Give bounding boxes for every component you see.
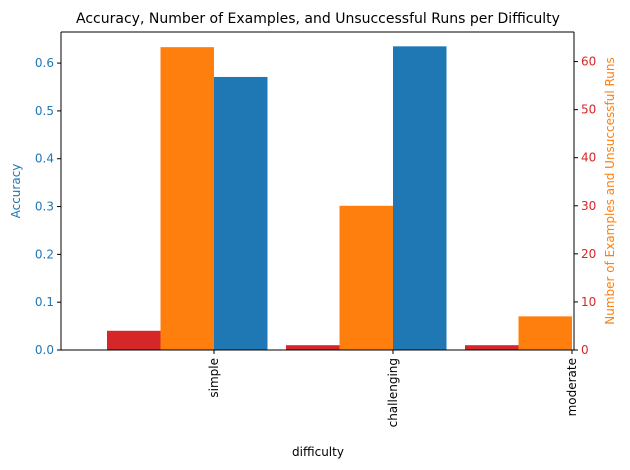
bar-simple-series-1 bbox=[160, 47, 214, 350]
right-tick-label: 60 bbox=[581, 55, 596, 69]
bar-simple-series-2 bbox=[107, 330, 161, 350]
right-axis-ticks: 0 10 20 30 40 50 60 bbox=[574, 55, 596, 357]
bars-group bbox=[107, 46, 572, 350]
right-tick-label: 0 bbox=[581, 343, 589, 357]
right-tick-label: 50 bbox=[581, 103, 596, 117]
left-tick-label: 0.1 bbox=[35, 295, 54, 309]
bar-moderate-series-1 bbox=[518, 316, 572, 350]
right-tick-label: 40 bbox=[581, 151, 596, 165]
bar-simple-series-0 bbox=[214, 76, 268, 350]
left-axis-ticks: 0.0 0.1 0.2 0.3 0.4 0.5 0.6 bbox=[35, 56, 61, 357]
left-tick-label: 0.0 bbox=[35, 343, 54, 357]
left-tick-label: 0.2 bbox=[35, 247, 54, 261]
left-tick-label: 0.5 bbox=[35, 104, 54, 118]
chart-title: Accuracy, Number of Examples, and Unsucc… bbox=[76, 11, 560, 27]
left-tick-label: 0.3 bbox=[35, 200, 54, 214]
axes-group bbox=[60, 31, 575, 351]
left-tick-label: 0.4 bbox=[35, 152, 54, 166]
x-axis-ticks: simple challenging moderate bbox=[207, 350, 579, 427]
left-axis-label: Accuracy bbox=[9, 164, 23, 219]
right-axis-label: Number of Examples and Unsuccessful Runs bbox=[603, 57, 617, 325]
bar-challenging-series-1 bbox=[339, 205, 393, 350]
right-tick-label: 30 bbox=[581, 199, 596, 213]
x-tick-label-challenging: challenging bbox=[386, 358, 400, 427]
x-axis-label: difficulty bbox=[292, 445, 344, 459]
bar-challenging-series-2 bbox=[286, 345, 340, 350]
bar-challenging-series-0 bbox=[393, 46, 447, 350]
right-tick-label: 10 bbox=[581, 295, 596, 309]
bar-moderate-series-2 bbox=[465, 345, 519, 350]
left-tick-label: 0.6 bbox=[35, 56, 54, 70]
x-tick-label-moderate: moderate bbox=[565, 358, 579, 416]
x-tick-label-simple: simple bbox=[207, 358, 221, 398]
right-tick-label: 20 bbox=[581, 247, 596, 261]
